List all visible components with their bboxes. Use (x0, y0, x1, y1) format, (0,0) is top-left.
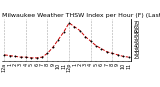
Text: Milwaukee Weather THSW Index per Hour (F) (Last 24 Hours): Milwaukee Weather THSW Index per Hour (F… (2, 13, 160, 18)
